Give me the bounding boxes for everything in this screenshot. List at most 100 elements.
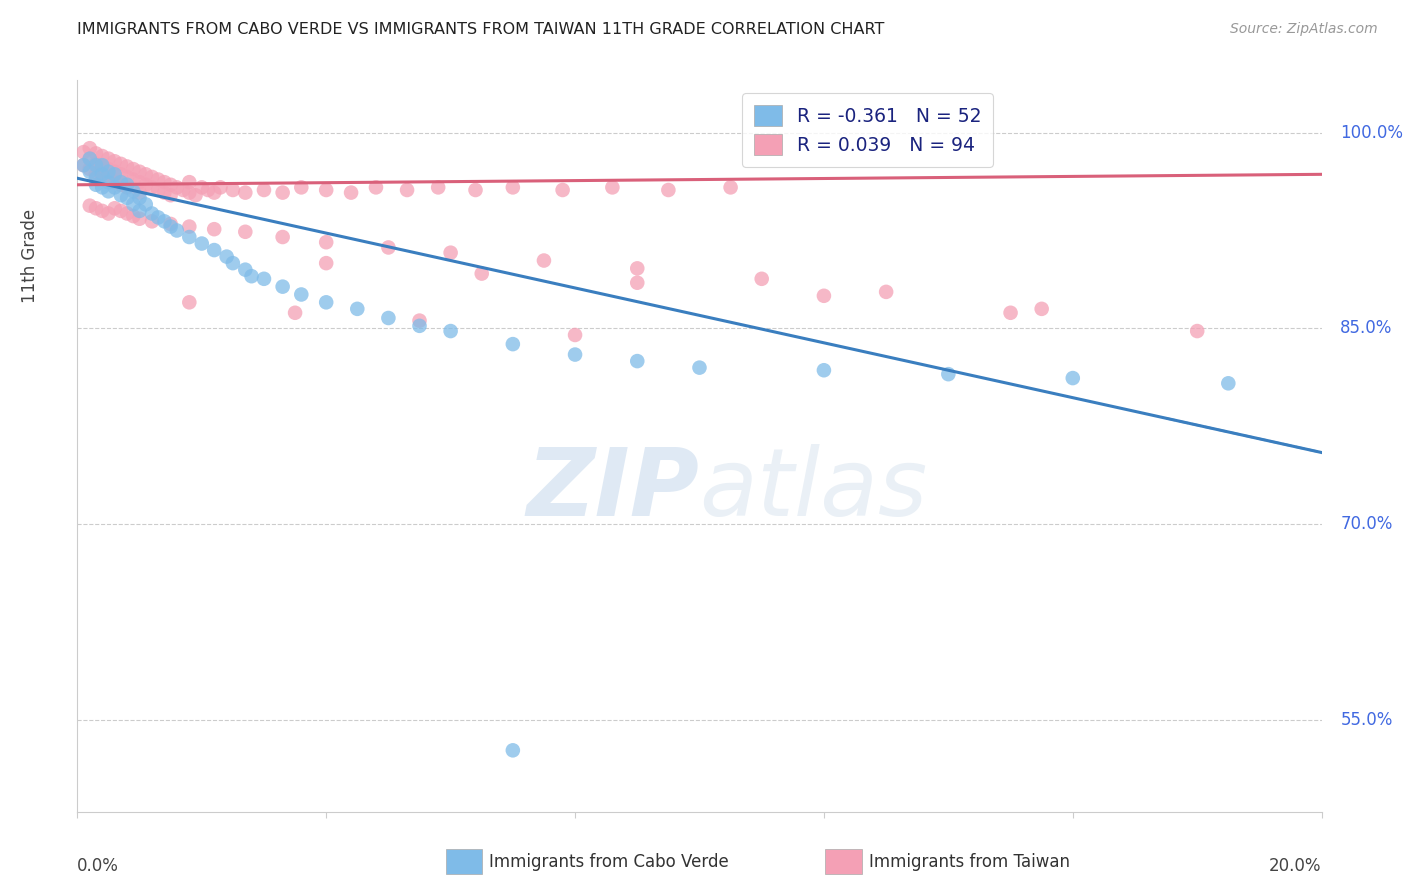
Point <box>148 172 170 186</box>
Point <box>191 180 214 194</box>
Point <box>222 256 245 270</box>
Point <box>141 180 163 194</box>
Point <box>104 167 127 181</box>
Point <box>153 186 176 200</box>
Point <box>315 235 337 250</box>
Point <box>153 214 176 228</box>
Point <box>602 180 624 194</box>
Point <box>84 157 107 171</box>
Point <box>284 306 307 320</box>
Point <box>179 175 201 189</box>
Point <box>209 180 232 194</box>
Point <box>533 253 555 268</box>
Point <box>689 360 711 375</box>
Point <box>115 180 138 194</box>
Point <box>84 167 107 181</box>
Point <box>626 261 648 276</box>
Point <box>115 178 138 192</box>
Point <box>97 162 120 177</box>
Point <box>233 262 256 277</box>
Point <box>875 285 897 299</box>
Text: 55.0%: 55.0% <box>1340 711 1393 730</box>
Text: 0.0%: 0.0% <box>77 857 120 875</box>
Point <box>233 225 256 239</box>
Point <box>215 250 238 264</box>
Point <box>1187 324 1209 338</box>
Point <box>104 165 127 179</box>
Point <box>440 324 463 338</box>
Point <box>202 243 225 257</box>
Point <box>408 313 430 327</box>
Point <box>115 160 138 174</box>
Point <box>128 191 150 205</box>
Point <box>72 158 94 172</box>
Point <box>104 202 127 216</box>
Text: 11th Grade: 11th Grade <box>21 209 39 303</box>
Point <box>202 186 225 200</box>
Point <box>84 158 107 172</box>
Point <box>1031 301 1053 316</box>
Point <box>97 172 120 186</box>
Point <box>271 186 294 200</box>
Point <box>91 149 114 163</box>
Point <box>271 279 294 293</box>
Point <box>240 269 263 284</box>
Point <box>72 145 94 160</box>
Point <box>122 197 145 211</box>
Point <box>191 236 214 251</box>
Point <box>720 180 742 194</box>
Point <box>135 197 157 211</box>
Point <box>271 230 294 244</box>
Point <box>377 240 399 254</box>
Point <box>79 141 101 155</box>
Point <box>626 276 648 290</box>
Point <box>346 301 368 316</box>
Point <box>110 203 132 218</box>
Point <box>104 180 127 194</box>
Point <box>290 287 312 301</box>
Point <box>91 167 114 181</box>
Point <box>128 211 150 226</box>
Point <box>179 230 201 244</box>
Point <box>135 178 157 192</box>
Point <box>626 354 648 368</box>
Point <box>122 172 145 186</box>
Point <box>564 328 586 343</box>
Point <box>364 180 387 194</box>
Point <box>110 188 132 202</box>
Point <box>179 295 201 310</box>
Point <box>128 186 150 200</box>
Text: Immigrants from Cabo Verde: Immigrants from Cabo Verde <box>489 853 730 871</box>
Point <box>84 146 107 161</box>
Point <box>159 219 181 234</box>
Point <box>72 158 94 172</box>
Point <box>91 158 114 172</box>
Point <box>110 167 132 181</box>
Text: IMMIGRANTS FROM CABO VERDE VS IMMIGRANTS FROM TAIWAN 11TH GRADE CORRELATION CHAR: IMMIGRANTS FROM CABO VERDE VS IMMIGRANTS… <box>77 22 884 37</box>
Legend: R = -0.361   N = 52, R = 0.039   N = 94: R = -0.361 N = 52, R = 0.039 N = 94 <box>742 94 993 167</box>
Point <box>222 183 245 197</box>
Text: 20.0%: 20.0% <box>1270 857 1322 875</box>
Point <box>938 367 960 381</box>
Point <box>122 162 145 177</box>
Point <box>315 183 337 197</box>
Point <box>1218 376 1240 391</box>
Point <box>122 184 145 198</box>
Point <box>128 203 150 218</box>
Point <box>79 162 101 177</box>
Point <box>79 165 101 179</box>
Point <box>153 175 176 189</box>
Text: 100.0%: 100.0% <box>1340 123 1403 142</box>
Point <box>408 318 430 333</box>
Point <box>1000 306 1022 320</box>
Point <box>148 211 170 225</box>
Point <box>79 152 101 166</box>
Point <box>84 202 107 216</box>
Point <box>128 175 150 189</box>
Point <box>427 180 450 194</box>
Point <box>1062 371 1084 385</box>
Point <box>159 178 181 192</box>
Point <box>166 223 188 237</box>
Point <box>315 256 337 270</box>
Point <box>97 206 120 220</box>
